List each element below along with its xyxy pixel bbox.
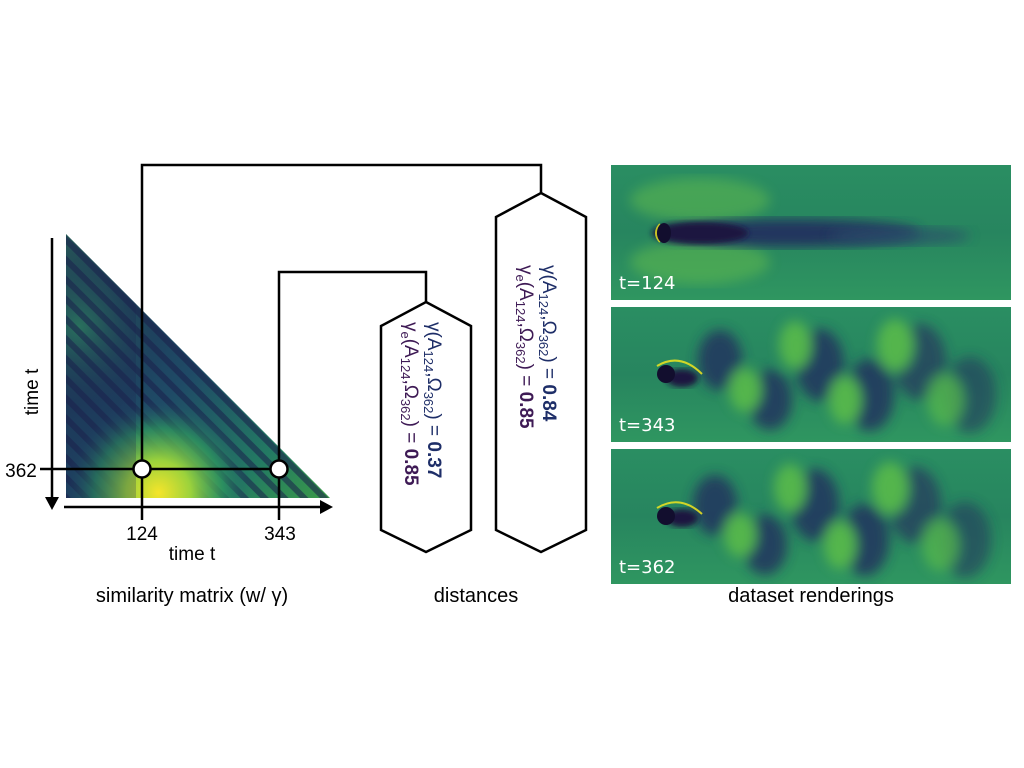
- rendering-frame-2: [611, 307, 1011, 442]
- frame-label-3: t=362: [619, 557, 676, 578]
- connector-to-box-1: [277, 270, 428, 469]
- gamma-line-box-1: γ(A124,Ω362) = 0.37: [421, 322, 444, 478]
- y-axis-arrowhead: [45, 497, 59, 510]
- x-axis-arrowhead: [320, 500, 333, 514]
- rendering-frame-3: [611, 449, 1011, 584]
- x-marker-label-2: 343: [264, 524, 296, 545]
- frame-label-2: t=343: [619, 415, 676, 436]
- gamma-e-line-box-2: γe(A124,Ω362) = 0.85: [513, 265, 536, 429]
- x-axis-label: time t: [169, 544, 216, 565]
- x-marker-label-1: 124: [126, 524, 158, 545]
- gamma-line-box-2: γ(A124,Ω362) = 0.84: [536, 265, 559, 422]
- connector-to-box-2: [140, 163, 543, 469]
- distance-box-1: γ(A124,Ω362) = 0.37 γe(A124,Ω362) = 0.85: [379, 300, 473, 554]
- similarity-matrix: time t time t 362 124 343 similarity mat…: [5, 234, 333, 607]
- y-marker-label: 362: [5, 461, 37, 482]
- marker-point-343: [269, 459, 289, 479]
- connector-lines: [40, 163, 543, 520]
- distances-caption: distances: [434, 585, 519, 607]
- frame-label-1: t=124: [619, 273, 676, 294]
- marker-point-124: [132, 459, 152, 479]
- matrix-caption: similarity matrix (w/ γ): [96, 585, 288, 607]
- rendering-frame-1: [611, 165, 1011, 300]
- distance-box-2: γ(A124,Ω362) = 0.84 γe(A124,Ω362) = 0.85: [494, 191, 588, 554]
- y-axis-label: time t: [22, 368, 43, 415]
- gamma-e-line-box-1: γe(A124,Ω362) = 0.85: [398, 322, 421, 486]
- renderings-caption: dataset renderings: [728, 585, 894, 607]
- matrix-heatmap: [66, 234, 330, 498]
